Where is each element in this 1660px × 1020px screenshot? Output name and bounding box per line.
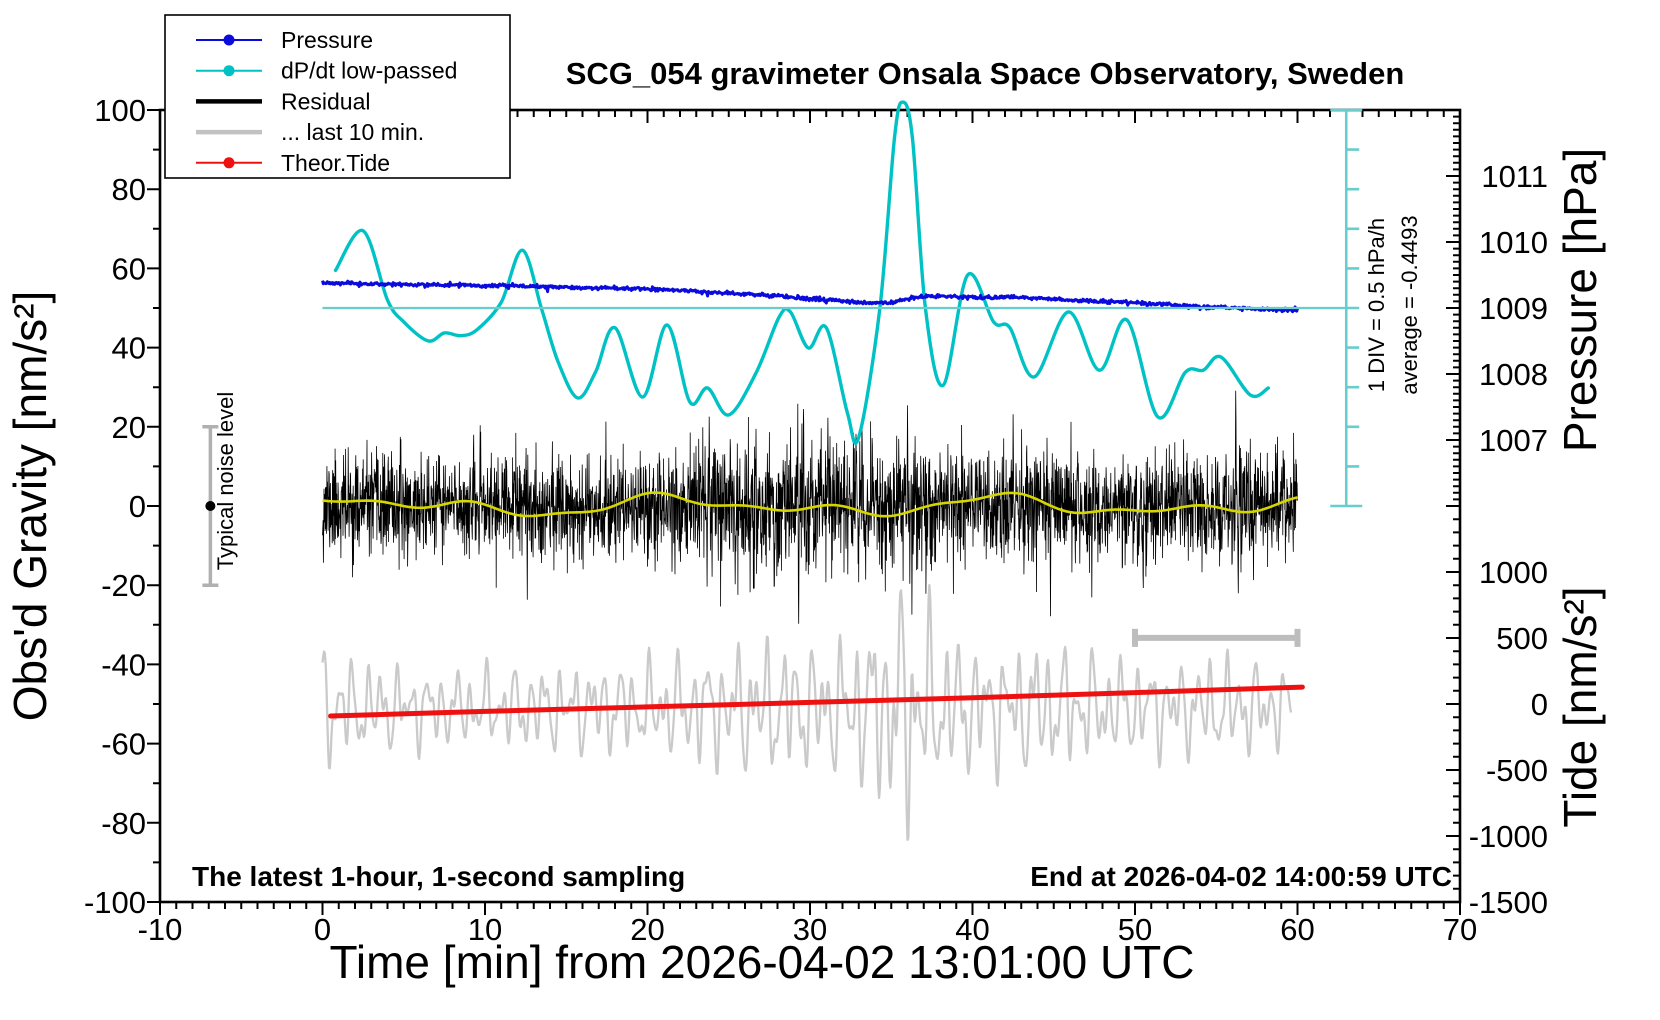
legend-item-residual: Residual (196, 88, 371, 114)
tide-tick-label: -500 (1486, 753, 1548, 788)
average-note: average = -0.4493 (1397, 215, 1422, 394)
last10min-span-bar (1132, 628, 1301, 647)
legend-item-label: Residual (281, 88, 371, 114)
gravity-tick-label: -60 (101, 727, 146, 762)
chart-title: SCG_054 gravimeter Onsala Space Observat… (566, 56, 1405, 91)
curves-layer (321, 100, 1305, 842)
gravity-tick-label: -100 (84, 885, 146, 920)
tide-tick-label: 500 (1496, 621, 1548, 656)
gravity-tick-label: 40 (112, 331, 146, 366)
last10min-trace (321, 583, 1293, 842)
legend-item-pressure: Pressure (196, 27, 373, 53)
pressure-tick-label: 1010 (1479, 225, 1548, 260)
pressure-axis-title: Pressure [hPa] (1554, 148, 1606, 452)
plot-frame (158, 108, 1462, 904)
pressure-tick-label: 1007 (1479, 423, 1548, 458)
tide-tick-label: -1500 (1469, 885, 1548, 920)
markers-layer (202, 108, 1363, 647)
pressure-tick-label: 1008 (1479, 357, 1548, 392)
x-tick-label: 40 (955, 912, 989, 947)
legend-marker-dot (223, 34, 235, 46)
legend-item-label: ... last 10 min. (281, 119, 424, 145)
x-tick-label: 50 (1118, 912, 1152, 947)
legend-marker-dot (223, 157, 235, 169)
gravity-tick-label: -80 (101, 806, 146, 841)
legend-frame (164, 14, 511, 179)
legend-item-last10: ... last 10 min. (196, 119, 424, 145)
gravity-tick-label: 60 (112, 251, 146, 286)
gravity-tick-label: -20 (101, 568, 146, 603)
pressure-curve (321, 279, 1299, 314)
legend-box: Pressure dP/dt low-passed Residual ... last… (164, 14, 511, 179)
tick-labels: -10 0 10 20 30 40 50 60 70100806040200-20-40-60-… (84, 93, 1548, 947)
end-time-note: End at 2026-04-02 14:00:59 UTC (1030, 861, 1452, 892)
x-tick-label: 70 (1443, 912, 1477, 947)
gravity-tick-label: -40 (101, 647, 146, 682)
legend-item-dpdt: dP/dt low-passed (196, 58, 457, 84)
x-tick-label: 60 (1280, 912, 1314, 947)
div-scale-note: 1 DIV = 0.5 hPa/h (1364, 218, 1389, 392)
gravity-tick-label: 100 (94, 93, 146, 128)
legend-marker-dot (223, 65, 235, 77)
x-tick-label: 10 (468, 912, 502, 947)
dpdt-curve (333, 100, 1270, 445)
gravity-tick-label: 20 (112, 410, 146, 445)
x-tick-label: -10 (138, 912, 183, 947)
x-tick-label: 20 (630, 912, 664, 947)
legend-item-tide: Theor.Tide (196, 150, 390, 176)
pressure-tick-label: 1009 (1479, 291, 1548, 326)
gravity-tick-label: 0 (129, 489, 146, 524)
gravity-tick-label: 80 (112, 172, 146, 207)
noise-level-dot (205, 501, 216, 511)
tide-axis-title: Tide [nm/s²] (1554, 586, 1606, 827)
x-axis-title: Time [min] from 2026-04-02 13:01:00 UTC (330, 936, 1195, 988)
tide-tick-label: -1000 (1469, 819, 1548, 854)
residual-smoothed-curve (322, 491, 1298, 518)
pressure-tick-label: 1011 (1481, 159, 1548, 194)
noise-level-note: Typical noise level (213, 392, 238, 571)
left-axis-title: Obs'd Gravity [nm/s²] (4, 291, 56, 722)
legend-item-label: dP/dt low-passed (281, 58, 457, 84)
residual-trace (322, 390, 1298, 624)
legend-item-label: Theor.Tide (281, 150, 390, 176)
legend-item-label: Pressure (281, 27, 373, 53)
plot-frame-layer: -10 0 10 20 30 40 50 60 70100806040200-20-40-60-… (84, 93, 1548, 947)
theor-tide-curve (328, 684, 1305, 719)
x-tick-label: 30 (793, 912, 827, 947)
tide-tick-label: 0 (1531, 687, 1548, 722)
tide-tick-label: 1000 (1479, 555, 1548, 590)
sampling-note: The latest 1-hour, 1-second sampling (192, 861, 685, 892)
x-tick-label: 0 (314, 912, 331, 947)
dpdt-scale-bar (1330, 108, 1363, 508)
